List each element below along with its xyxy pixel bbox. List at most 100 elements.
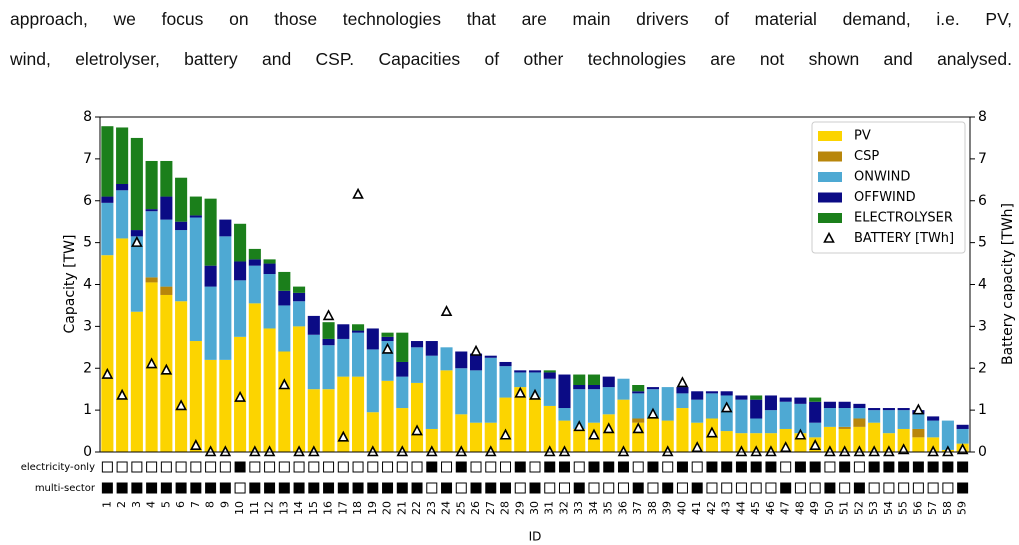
bar-segment bbox=[455, 414, 468, 452]
battery-marker bbox=[735, 445, 748, 457]
bar-segment bbox=[661, 420, 674, 452]
indicator-square bbox=[588, 461, 600, 473]
y-tick-label: 6 bbox=[83, 193, 92, 209]
indicator-square bbox=[824, 461, 836, 473]
indicator-square bbox=[101, 482, 113, 494]
bar-segment bbox=[764, 410, 777, 434]
indicator-square bbox=[441, 461, 453, 473]
bar-segment bbox=[823, 408, 836, 427]
battery-marker bbox=[263, 445, 276, 457]
indicator-square bbox=[323, 461, 335, 473]
indicator-square bbox=[898, 482, 910, 494]
bar-segment bbox=[145, 211, 158, 278]
bar-segment bbox=[263, 274, 276, 329]
indicator-square bbox=[794, 461, 806, 473]
bar-segment bbox=[646, 418, 660, 452]
x-tick-label: 19 bbox=[366, 501, 379, 515]
bar-segment bbox=[101, 196, 114, 203]
battery-marker bbox=[647, 407, 659, 419]
bar-segment bbox=[941, 420, 954, 450]
bar-segment bbox=[101, 202, 114, 256]
indicator-square bbox=[927, 461, 939, 473]
indicator-square bbox=[264, 482, 276, 494]
x-tick-label: 43 bbox=[720, 501, 733, 515]
indicator-square bbox=[691, 482, 703, 494]
y2-tick-label: 2 bbox=[978, 360, 987, 376]
x-tick-label: 21 bbox=[395, 501, 408, 515]
bar-segment bbox=[381, 380, 394, 452]
bar-segment bbox=[352, 324, 365, 331]
battery-marker bbox=[632, 422, 645, 434]
bar-segment bbox=[160, 160, 173, 197]
battery-marker bbox=[750, 445, 763, 457]
bar-segment bbox=[116, 190, 129, 239]
bar-segment bbox=[573, 385, 586, 390]
bar-segment bbox=[293, 292, 306, 302]
indicator-square bbox=[514, 461, 526, 473]
bar-segment bbox=[410, 341, 424, 348]
indicator-square bbox=[721, 461, 733, 473]
bar-segment bbox=[396, 408, 409, 452]
indicator-square bbox=[735, 482, 747, 494]
bar-segment bbox=[160, 286, 173, 295]
bar-segment bbox=[558, 408, 571, 421]
bar-segment bbox=[558, 420, 571, 452]
y-tick-label: 1 bbox=[83, 402, 92, 418]
bar-segment bbox=[632, 418, 645, 423]
x-tick-label: 42 bbox=[705, 501, 718, 515]
indicator-square bbox=[912, 461, 924, 473]
plot-frame bbox=[99, 116, 971, 453]
x-tick-label: 50 bbox=[823, 501, 836, 515]
legend-label: BATTERY [TWh] bbox=[854, 231, 954, 246]
y2-tick-label: 7 bbox=[978, 151, 987, 167]
x-tick-label: 30 bbox=[528, 501, 541, 515]
bar-segment bbox=[853, 403, 866, 409]
bar-segment bbox=[263, 263, 276, 275]
indicator-square bbox=[175, 461, 187, 473]
indicator-square bbox=[382, 461, 394, 473]
x-tick-label: 35 bbox=[602, 501, 615, 515]
indicator-square bbox=[205, 461, 217, 473]
bar-segment bbox=[927, 416, 940, 421]
bar-segment bbox=[558, 374, 571, 409]
legend-label: ELECTROLYSER bbox=[854, 211, 953, 226]
bar-segment bbox=[175, 177, 188, 222]
bar-segment bbox=[381, 332, 394, 337]
indicator-square bbox=[868, 482, 880, 494]
indicator-square bbox=[721, 482, 733, 494]
indicator-square bbox=[676, 461, 688, 473]
bar-segment bbox=[322, 322, 335, 339]
indicator-square bbox=[573, 482, 585, 494]
battery-marker bbox=[322, 309, 335, 321]
bar-segment bbox=[293, 326, 306, 452]
bar-segment bbox=[705, 391, 718, 394]
bar-segment bbox=[868, 422, 881, 452]
bar-segment bbox=[632, 385, 645, 392]
bar-segment bbox=[838, 426, 851, 429]
x-tick-label: 53 bbox=[867, 501, 880, 515]
x-tick-label: 23 bbox=[425, 501, 438, 515]
bar-segment bbox=[322, 345, 335, 390]
bar-segment bbox=[764, 395, 777, 411]
indicator-square bbox=[529, 461, 541, 473]
bar-segment bbox=[278, 351, 291, 452]
indicator-square bbox=[544, 461, 556, 473]
battery-marker bbox=[838, 445, 851, 457]
x-tick-label: 57 bbox=[926, 501, 939, 515]
bar-segment bbox=[573, 428, 586, 452]
bar-segment bbox=[838, 408, 851, 427]
x-tick-label: 55 bbox=[897, 501, 910, 515]
x-tick-label: 3 bbox=[130, 501, 143, 508]
battery-marker bbox=[381, 342, 394, 354]
battery-marker bbox=[440, 305, 453, 317]
indicator-square bbox=[278, 482, 290, 494]
bar-segment bbox=[809, 401, 822, 423]
battery-marker bbox=[661, 445, 674, 457]
indicator-square bbox=[942, 482, 954, 494]
bar-segment bbox=[352, 376, 365, 452]
battery-marker bbox=[676, 376, 689, 388]
bar-segment bbox=[440, 370, 453, 452]
bar-segment bbox=[410, 347, 424, 383]
indicator-square bbox=[101, 461, 113, 473]
